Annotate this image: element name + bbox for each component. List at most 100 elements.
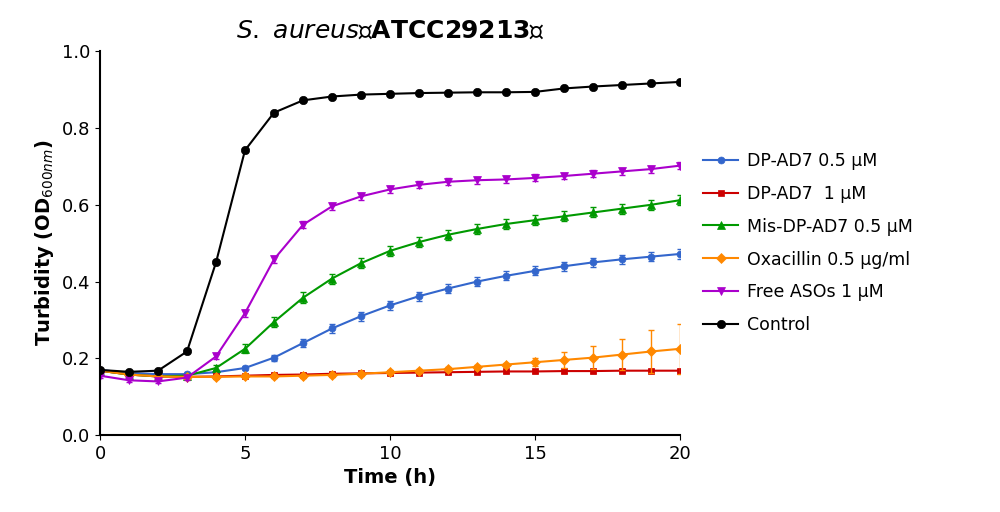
Legend: DP-AD7 0.5 μM, DP-AD7  1 μM, Mis-DP-AD7 0.5 μM, Oxacillin 0.5 μg/ml, Free ASOs 1: DP-AD7 0.5 μM, DP-AD7 1 μM, Mis-DP-AD7 0… (694, 144, 921, 343)
Control (268, 110, 280, 116)
DP-AD7  1 μM (587, 368, 599, 374)
DP-AD7 0.5 μM (239, 365, 251, 371)
Free ASOs 1 μM (268, 256, 280, 262)
Free ASOs 1 μM (674, 163, 686, 169)
Control (210, 259, 222, 265)
DP-AD7 0.5 μM (94, 367, 106, 373)
DP-AD7 0.5 μM (326, 326, 338, 332)
Oxacillin 0.5 μg/ml (500, 361, 512, 368)
Oxacillin 0.5 μg/ml (152, 373, 164, 379)
Mis-DP-AD7 0.5 μM (413, 239, 425, 245)
DP-AD7  1 μM (152, 373, 164, 379)
Control (297, 97, 309, 103)
Mis-DP-AD7 0.5 μM (384, 248, 396, 254)
Free ASOs 1 μM (297, 222, 309, 228)
Control (152, 368, 164, 374)
DP-AD7 0.5 μM (210, 369, 222, 375)
DP-AD7  1 μM (616, 368, 628, 374)
DP-AD7  1 μM (558, 368, 570, 374)
Free ASOs 1 μM (94, 373, 106, 379)
DP-AD7  1 μM (384, 370, 396, 376)
DP-AD7  1 μM (442, 369, 454, 375)
Oxacillin 0.5 μg/ml (355, 371, 367, 377)
DP-AD7 0.5 μM (674, 251, 686, 257)
Line: DP-AD7  1 μM: DP-AD7 1 μM (97, 367, 683, 380)
Oxacillin 0.5 μg/ml (239, 373, 251, 379)
Control (181, 348, 193, 354)
Mis-DP-AD7 0.5 μM (645, 202, 657, 208)
Mis-DP-AD7 0.5 μM (181, 373, 193, 379)
Free ASOs 1 μM (384, 186, 396, 193)
Free ASOs 1 μM (123, 377, 135, 383)
Line: Free ASOs 1 μM: Free ASOs 1 μM (96, 161, 684, 386)
DP-AD7  1 μM (500, 369, 512, 375)
Oxacillin 0.5 μg/ml (471, 364, 483, 370)
DP-AD7  1 μM (645, 368, 657, 374)
DP-AD7  1 μM (94, 368, 106, 374)
Control (442, 90, 454, 96)
Control (239, 147, 251, 154)
Mis-DP-AD7 0.5 μM (123, 372, 135, 378)
Control (500, 89, 512, 95)
DP-AD7  1 μM (471, 369, 483, 375)
DP-AD7 0.5 μM (181, 371, 193, 377)
Mis-DP-AD7 0.5 μM (500, 221, 512, 227)
Control (558, 86, 570, 92)
DP-AD7 0.5 μM (587, 259, 599, 265)
Mis-DP-AD7 0.5 μM (616, 205, 628, 212)
DP-AD7  1 μM (529, 369, 541, 375)
Oxacillin 0.5 μg/ml (645, 348, 657, 354)
Control (123, 369, 135, 375)
Oxacillin 0.5 μg/ml (442, 366, 454, 372)
Oxacillin 0.5 μg/ml (529, 359, 541, 366)
Free ASOs 1 μM (587, 170, 599, 177)
Oxacillin 0.5 μg/ml (587, 354, 599, 360)
Y-axis label: Turbidity (OD$_{600nm}$): Turbidity (OD$_{600nm}$) (33, 140, 56, 347)
DP-AD7 0.5 μM (529, 268, 541, 274)
DP-AD7  1 μM (326, 371, 338, 377)
DP-AD7  1 μM (674, 368, 686, 374)
Free ASOs 1 μM (239, 310, 251, 316)
Line: Mis-DP-AD7 0.5 μM: Mis-DP-AD7 0.5 μM (96, 196, 684, 380)
DP-AD7 0.5 μM (616, 256, 628, 262)
DP-AD7  1 μM (239, 373, 251, 379)
Mis-DP-AD7 0.5 μM (529, 217, 541, 223)
Control (413, 90, 425, 96)
Control (645, 80, 657, 87)
Mis-DP-AD7 0.5 μM (152, 373, 164, 379)
DP-AD7 0.5 μM (297, 340, 309, 346)
Control (471, 89, 483, 95)
Line: Control: Control (96, 78, 684, 376)
DP-AD7 0.5 μM (413, 293, 425, 299)
Oxacillin 0.5 μg/ml (558, 357, 570, 363)
Free ASOs 1 μM (152, 378, 164, 385)
DP-AD7  1 μM (413, 370, 425, 376)
Oxacillin 0.5 μg/ml (210, 374, 222, 380)
Mis-DP-AD7 0.5 μM (587, 209, 599, 216)
Mis-DP-AD7 0.5 μM (326, 275, 338, 282)
DP-AD7  1 μM (355, 370, 367, 376)
DP-AD7 0.5 μM (152, 371, 164, 377)
Mis-DP-AD7 0.5 μM (297, 295, 309, 301)
DP-AD7 0.5 μM (355, 313, 367, 319)
DP-AD7 0.5 μM (442, 286, 454, 292)
Control (616, 82, 628, 88)
Mis-DP-AD7 0.5 μM (239, 346, 251, 352)
Line: Oxacillin 0.5 μg/ml: Oxacillin 0.5 μg/ml (97, 345, 683, 380)
DP-AD7 0.5 μM (123, 370, 135, 376)
Free ASOs 1 μM (442, 179, 454, 185)
Mis-DP-AD7 0.5 μM (674, 197, 686, 203)
Control (326, 93, 338, 99)
Oxacillin 0.5 μg/ml (94, 368, 106, 374)
Free ASOs 1 μM (326, 203, 338, 209)
Free ASOs 1 μM (210, 353, 222, 359)
DP-AD7  1 μM (297, 372, 309, 378)
Mis-DP-AD7 0.5 μM (471, 226, 483, 232)
Control (355, 92, 367, 98)
Free ASOs 1 μM (413, 182, 425, 188)
Oxacillin 0.5 μg/ml (413, 368, 425, 374)
DP-AD7 0.5 μM (500, 273, 512, 279)
Control (587, 83, 599, 90)
Oxacillin 0.5 μg/ml (326, 372, 338, 378)
Mis-DP-AD7 0.5 μM (442, 231, 454, 238)
